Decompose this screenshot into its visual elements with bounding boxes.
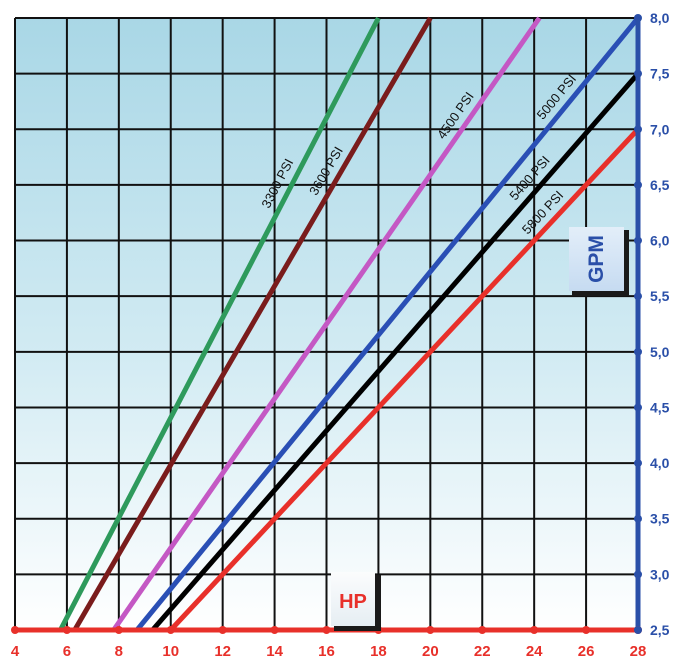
x-tick-marker bbox=[114, 626, 123, 634]
y-tick-label: 4,0 bbox=[650, 455, 670, 471]
x-tick-marker bbox=[530, 626, 539, 634]
y-tick-marker bbox=[634, 125, 642, 134]
x-tick-label: 6 bbox=[63, 643, 71, 660]
x-axis-title-text: HP bbox=[339, 591, 367, 613]
x-tick-label: 14 bbox=[266, 643, 283, 660]
y-tick-label: 7,0 bbox=[650, 121, 670, 137]
tick-labels: 4 6 8 10 12 14 16 18 20 22 24 26 282,5 3,0 3,5 4,0 4,5 5,… bbox=[11, 10, 670, 660]
x-tick-marker bbox=[582, 626, 591, 634]
series-line-5400-psi bbox=[150, 71, 640, 632]
series-lines bbox=[58, 16, 640, 632]
y-tick-marker bbox=[634, 347, 642, 356]
y-tick-label: 5,0 bbox=[650, 344, 670, 360]
x-tick-marker bbox=[478, 626, 487, 634]
x-tick-label: 8 bbox=[115, 643, 123, 660]
y-tick-label: 6,0 bbox=[650, 233, 670, 249]
x-tick-label: 16 bbox=[318, 643, 335, 660]
y-tick-marker bbox=[634, 459, 642, 468]
x-tick-label: 20 bbox=[422, 643, 439, 660]
x-tick-marker bbox=[218, 626, 227, 634]
series-line-4500-psi bbox=[111, 16, 542, 632]
axes bbox=[11, 14, 642, 634]
x-tick-label: 28 bbox=[630, 643, 647, 660]
y-tick-marker bbox=[634, 626, 642, 634]
series-line-3300-psi bbox=[58, 16, 381, 632]
x-tick-label: 4 bbox=[11, 643, 20, 660]
x-tick-marker bbox=[426, 626, 435, 634]
series-line-3600-psi bbox=[72, 16, 433, 632]
y-tick-label: 8,0 bbox=[650, 10, 670, 26]
x-tick-marker bbox=[166, 626, 175, 634]
y-tick-label: 3,5 bbox=[650, 511, 670, 527]
y-tick-marker bbox=[634, 570, 642, 579]
y-tick-marker bbox=[634, 403, 642, 412]
y-tick-marker bbox=[634, 514, 642, 523]
y-tick-marker bbox=[634, 14, 642, 22]
series-line-5800-psi bbox=[168, 127, 640, 632]
y-tick-marker bbox=[634, 236, 642, 245]
grid bbox=[14, 17, 638, 630]
x-tick-label: 10 bbox=[162, 643, 179, 660]
x-axis-title: HP bbox=[331, 572, 381, 631]
x-tick-marker bbox=[62, 626, 71, 634]
x-tick-label: 22 bbox=[474, 643, 491, 660]
y-axis-title-text: GPM bbox=[585, 235, 608, 283]
y-tick-label: 2,5 bbox=[650, 622, 670, 638]
y-axis-title: GPM bbox=[569, 227, 629, 296]
x-tick-label: 18 bbox=[370, 643, 387, 660]
x-tick-label: 12 bbox=[214, 643, 231, 660]
x-tick-marker bbox=[322, 626, 331, 634]
y-tick-label: 4,5 bbox=[650, 399, 670, 415]
y-tick-marker bbox=[634, 180, 642, 189]
x-tick-label: 26 bbox=[578, 643, 595, 660]
y-tick-label: 5,5 bbox=[650, 288, 670, 304]
y-tick-label: 3,0 bbox=[650, 566, 670, 582]
y-tick-marker bbox=[634, 69, 642, 78]
y-tick-marker bbox=[634, 292, 642, 301]
y-tick-label: 7,5 bbox=[650, 66, 670, 82]
series-line-5000-psi bbox=[135, 16, 640, 632]
x-tick-label: 24 bbox=[526, 643, 543, 660]
y-tick-label: 6,5 bbox=[650, 177, 670, 193]
x-tick-marker bbox=[270, 626, 279, 634]
x-tick-marker bbox=[11, 626, 19, 634]
